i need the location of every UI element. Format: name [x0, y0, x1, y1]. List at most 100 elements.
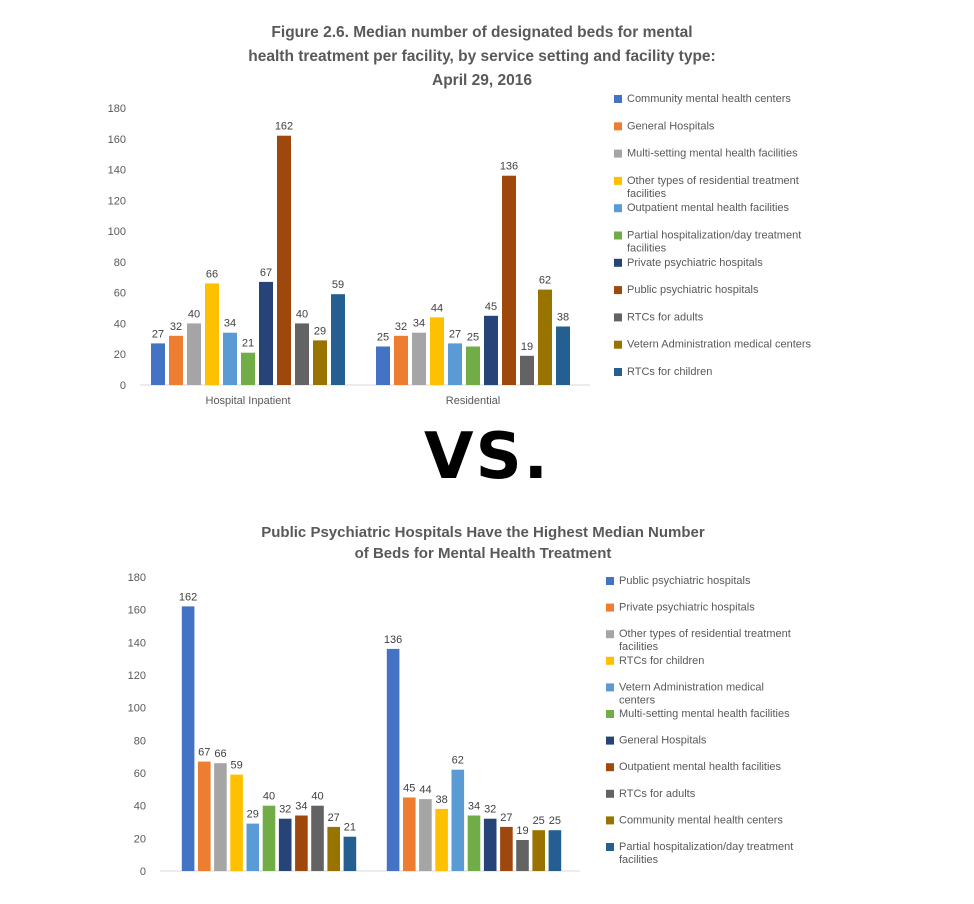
y-tick-label: 140 [128, 637, 146, 649]
bar-multi-setting-mental-health-facilities [262, 805, 276, 871]
legend-item: Other types of residential treatmentfaci… [606, 628, 791, 653]
legend-label: Public psychiatric hospitals [619, 575, 751, 587]
legend-label: Outpatient mental health facilities [619, 761, 782, 773]
bar-general-hospitals [169, 335, 183, 385]
legend-label: Partial hospitalization/day treatment [627, 230, 801, 242]
bar-outpatient-mental-health-facilities [295, 815, 308, 871]
chart-title-line: Figure 2.6. Median number of designated … [271, 24, 692, 41]
bar-rtcs-for-children [435, 808, 448, 871]
legend-swatch [606, 577, 614, 585]
y-tick-label: 0 [140, 866, 146, 878]
legend-label: Other types of residential treatment [619, 628, 791, 640]
data-label: 40 [296, 308, 308, 320]
legend-item: Outpatient mental health facilities [614, 202, 790, 214]
data-label: 62 [452, 755, 464, 767]
legend-item: RTCs for children [614, 366, 712, 378]
data-label: 38 [557, 312, 569, 324]
bar-outpatient-mental-health-facilities [448, 343, 462, 385]
legend-item: Community mental health centers [606, 814, 783, 826]
chart-title: Public Psychiatric Hospitals Have the Hi… [261, 524, 705, 562]
data-label: 27 [500, 812, 512, 824]
bar-other-types-of-residential-treatment-facilities [419, 799, 432, 871]
bar-other-types-of-residential-treatment-facilities [430, 317, 444, 385]
bar-partial-hospitalization-day-treatment-facilities [548, 830, 562, 871]
legend-label: Multi-setting mental health facilities [619, 708, 790, 720]
data-label: 21 [242, 338, 254, 350]
y-tick-label: 40 [114, 318, 126, 330]
bar-public-psychiatric-hospitals [502, 175, 516, 385]
bar-rtcs-for-children [230, 774, 243, 871]
vs-divider-text: VS. [424, 420, 550, 494]
bar-multi-setting-mental-health-facilities [467, 815, 481, 871]
legend-label: Partial hospitalization/day treatment [619, 841, 793, 853]
y-tick-label: 80 [134, 735, 146, 747]
bar-other-types-of-residential-treatment-facilities [205, 283, 219, 385]
bar-partial-hospitalization-day-treatment-facilities [466, 346, 480, 385]
data-label: 19 [521, 341, 533, 353]
legend-swatch [606, 710, 614, 718]
y-tick-label: 180 [108, 103, 126, 115]
legend-swatch [614, 340, 622, 349]
y-tick-label: 100 [128, 703, 146, 715]
data-label: 45 [485, 301, 497, 313]
legend-label: General Hospitals [627, 120, 715, 132]
legend-swatch [606, 656, 614, 665]
data-label: 44 [419, 784, 431, 796]
legend-item: General Hospitals [614, 120, 715, 132]
y-tick-label: 120 [128, 670, 146, 682]
legend-item: Private psychiatric hospitals [614, 257, 763, 269]
data-label: 27 [152, 328, 164, 340]
data-label: 67 [260, 267, 272, 279]
bar-rtcs-for-adults [520, 355, 534, 385]
y-tick-label: 80 [114, 257, 126, 269]
y-tick-label: 60 [134, 768, 146, 780]
data-label: 29 [247, 809, 259, 821]
chart-title-line: April 29, 2016 [432, 72, 532, 89]
data-label: 162 [179, 591, 197, 603]
legend-label: RTCs for children [627, 366, 712, 378]
legend-label: centers [619, 694, 656, 706]
data-label: 66 [206, 268, 218, 280]
bar-community-mental-health-centers [376, 346, 390, 385]
y-tick-label: 160 [108, 134, 126, 146]
legend-swatch [606, 630, 614, 639]
y-tick-label: 40 [134, 801, 146, 813]
legend-swatch [606, 736, 614, 745]
bar-vetern-administration-medical-centers [246, 823, 260, 871]
bar-public-psychiatric-hospitals [181, 606, 195, 871]
legend-label: Private psychiatric hospitals [627, 257, 763, 269]
data-label: 66 [214, 748, 226, 760]
legend-swatch [606, 683, 614, 692]
chart-title: Figure 2.6. Median number of designated … [248, 24, 715, 89]
legend-item: Multi-setting mental health facilities [614, 148, 798, 160]
data-label: 62 [539, 275, 551, 287]
y-tick-label: 20 [114, 349, 126, 361]
data-label: 19 [516, 825, 528, 837]
data-label: 34 [224, 318, 236, 330]
chart-2: Public Psychiatric Hospitals Have the Hi… [128, 524, 794, 878]
data-label: 45 [403, 783, 415, 795]
bar-outpatient-mental-health-facilities [223, 332, 237, 385]
legend: Community mental health centers General H… [614, 93, 812, 378]
legend-item: RTCs for children [606, 655, 704, 667]
data-label: 34 [413, 318, 425, 330]
legend-swatch [606, 789, 614, 798]
legend-swatch [614, 149, 622, 158]
y-tick-label: 60 [114, 288, 126, 300]
y-tick-label: 140 [108, 165, 126, 177]
data-label: 59 [230, 760, 242, 772]
data-label: 27 [328, 812, 340, 824]
chart-title-line: Public Psychiatric Hospitals Have the Hi… [261, 524, 705, 541]
legend-label: Outpatient mental health facilities [627, 202, 790, 214]
data-label: 38 [435, 794, 447, 806]
bar-partial-hospitalization-day-treatment-facilities [241, 352, 255, 385]
legend-label: facilities [627, 243, 667, 255]
legend-item: Partial hospitalization/day treatmentfac… [606, 841, 793, 866]
bar-private-psychiatric-hospitals [259, 281, 273, 385]
data-label: 25 [467, 332, 479, 344]
legend-swatch [614, 313, 622, 322]
y-tick-label: 20 [134, 833, 146, 845]
y-tick-label: 120 [108, 195, 126, 207]
